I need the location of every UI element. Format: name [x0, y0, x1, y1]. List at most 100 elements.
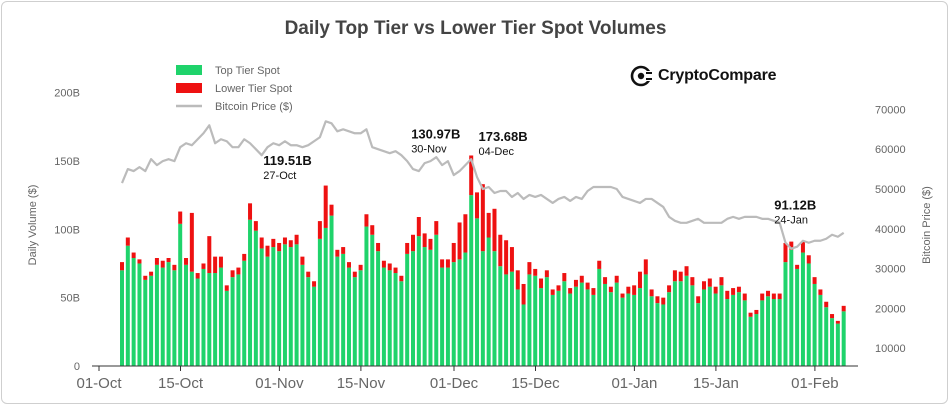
bar-lower-tier	[422, 233, 427, 248]
bar-lower-tier	[259, 237, 264, 249]
bar-top-tier	[562, 281, 567, 366]
bar-top-tier	[742, 300, 747, 366]
bar-lower-tier	[416, 217, 421, 237]
axes: 0 50B 100B 150B 200B 10000 20000 30000 40000 5000…	[54, 88, 905, 392]
bar-top-tier	[725, 299, 730, 366]
bar-lower-tier	[719, 277, 724, 286]
x-tick-label: 15-Dec	[511, 375, 560, 392]
bar-lower-tier	[568, 288, 573, 294]
bar-top-tier	[120, 270, 124, 366]
bar-top-tier	[376, 251, 381, 366]
annotation-date: 24-Jan	[774, 215, 808, 227]
bar-top-tier	[265, 256, 270, 366]
bar-top-tier	[824, 307, 829, 366]
bar-top-tier	[434, 234, 439, 366]
bar-lower-tier	[242, 253, 247, 261]
annotation-date: 30-Nov	[411, 144, 447, 156]
bar-top-tier	[614, 282, 619, 366]
bar-top-tier	[806, 263, 811, 367]
bar-top-tier	[661, 304, 666, 367]
bar-top-tier	[172, 270, 177, 366]
bar-top-tier	[690, 285, 695, 366]
bar-top-tier	[835, 323, 840, 366]
bar-lower-tier	[277, 242, 282, 252]
x-tick-label: 01-Oct	[76, 375, 122, 392]
bar-top-tier	[137, 263, 142, 367]
bar-lower-tier	[253, 221, 258, 231]
annotation-value: 119.51B	[263, 153, 311, 168]
bar-lower-tier	[696, 296, 701, 304]
bar-top-tier	[713, 293, 718, 366]
bar-top-tier	[288, 247, 293, 366]
bar-lower-tier	[585, 282, 590, 290]
bar-top-tier	[399, 281, 404, 366]
bar-lower-tier	[824, 301, 829, 308]
bar-lower-tier	[492, 208, 497, 252]
bar-lower-tier	[504, 240, 509, 275]
bar-top-tier	[521, 304, 526, 367]
bar-top-tier	[259, 248, 264, 366]
bar-lower-tier	[661, 297, 666, 305]
bar-lower-tier	[521, 283, 526, 305]
bar-lower-tier	[684, 266, 689, 276]
bar-lower-tier	[189, 212, 194, 272]
bar-top-tier	[632, 294, 637, 366]
bar-lower-tier	[835, 320, 840, 324]
bar-lower-tier	[376, 242, 381, 252]
bar-lower-tier	[300, 256, 305, 265]
annotation-date: 27-Oct	[263, 170, 296, 182]
bar-lower-tier	[184, 258, 189, 265]
bar-lower-tier	[195, 273, 200, 279]
bar-top-tier	[236, 274, 241, 366]
bar-top-tier	[498, 266, 503, 366]
bar-lower-tier	[544, 270, 549, 278]
bar-top-tier	[597, 268, 602, 366]
bar-lower-tier	[690, 277, 695, 286]
bar-top-tier	[684, 275, 689, 366]
bar-lower-tier	[841, 305, 846, 312]
bar-top-tier	[789, 249, 794, 366]
bar-lower-tier	[440, 259, 445, 268]
bar-top-tier	[841, 311, 846, 366]
bar-top-tier	[312, 286, 317, 366]
bar-lower-tier	[527, 262, 532, 275]
bar-top-tier	[230, 277, 235, 366]
bar-top-tier	[370, 234, 375, 366]
bar-lower-tier	[411, 234, 415, 252]
bar-top-tier	[411, 251, 415, 366]
bar-lower-tier	[754, 309, 759, 315]
bar-top-tier	[649, 296, 654, 366]
y-tick-label: 150B	[54, 156, 80, 168]
bar-lower-tier	[306, 271, 311, 278]
bar-lower-tier	[381, 260, 386, 268]
bar-lower-tier	[725, 290, 730, 300]
bar-top-tier	[341, 253, 346, 366]
bar-top-tier	[591, 294, 596, 366]
bar-lower-tier	[480, 184, 485, 252]
bar-lower-tier	[795, 264, 800, 269]
bar-lower-tier	[236, 267, 241, 275]
bar-top-tier	[393, 273, 398, 366]
bar-top-tier	[585, 289, 590, 366]
bar-lower-tier	[643, 259, 648, 275]
bar-lower-tier	[399, 275, 404, 282]
bar-top-tier	[352, 277, 357, 366]
bar-series	[120, 155, 846, 367]
bar-lower-tier	[550, 289, 555, 295]
bar-top-tier	[637, 288, 642, 366]
bar-top-tier	[696, 303, 701, 366]
bar-top-tier	[533, 275, 538, 366]
price-series	[120, 120, 845, 250]
bar-top-tier	[702, 289, 706, 366]
y2-tick-label: 40000	[875, 224, 906, 236]
bar-lower-tier	[533, 268, 538, 276]
bar-top-tier	[166, 262, 171, 366]
x-tick-label: 01-Jan	[611, 375, 657, 392]
bar-lower-tier	[766, 290, 771, 297]
y2-tick-label: 10000	[875, 343, 906, 355]
bar-top-tier	[736, 292, 741, 366]
bar-top-tier	[579, 282, 584, 366]
legend-label-bitcoin-price: Bitcoin Price ($)	[215, 101, 293, 113]
y2-axis-label: Bitcoin Price ($)	[921, 186, 933, 264]
bar-lower-tier	[556, 285, 561, 291]
